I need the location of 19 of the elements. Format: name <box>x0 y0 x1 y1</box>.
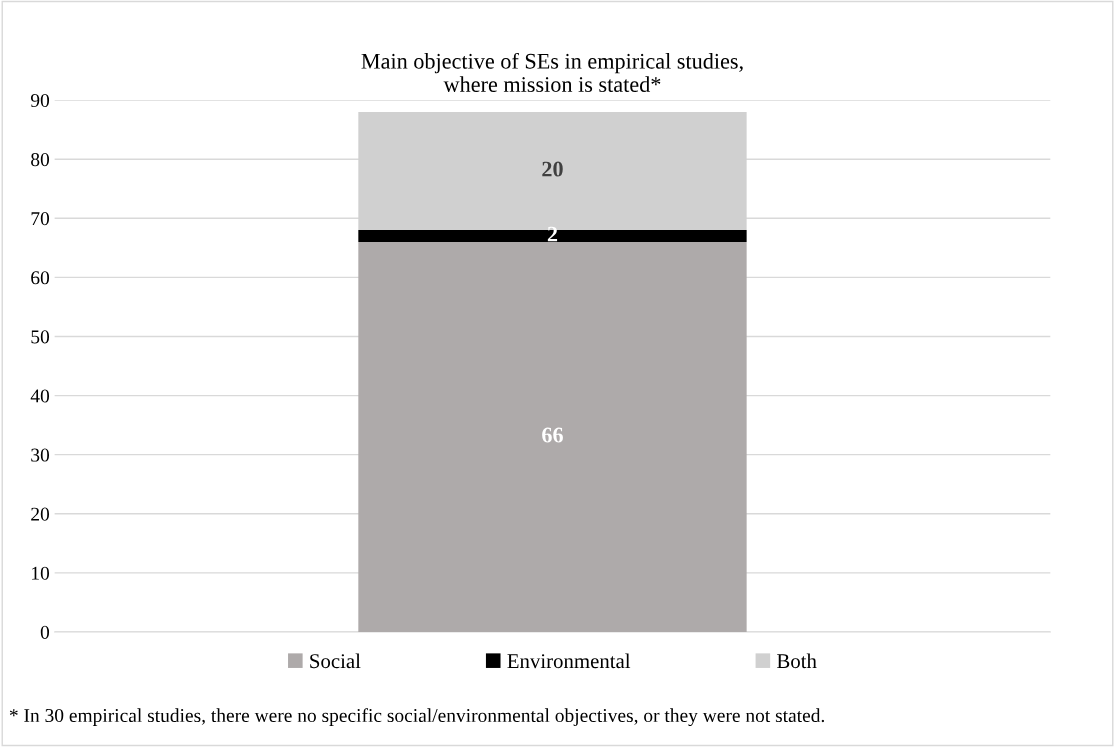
y-tick-label: 10 <box>32 566 50 580</box>
legend-label: Social <box>310 653 361 669</box>
y-tick-label: 60 <box>31 271 50 285</box>
y-tick-label: 70 <box>31 212 50 226</box>
y-tick-label: 0 <box>40 625 50 639</box>
y-tick-label: 80 <box>31 153 50 167</box>
data-label: 66 <box>542 427 563 443</box>
text: * In 30 empirical studies, there were no specific social/environmental objectives, or they were not stated. <box>9 708 825 727</box>
y-tick-label: 20 <box>31 507 50 521</box>
data-label: 2 <box>547 226 558 242</box>
y-tick-label: 90 <box>30 93 50 108</box>
y-tick-label: 50 <box>31 330 50 344</box>
y-tick-label: 30 <box>31 448 50 462</box>
legend-label: Both <box>777 653 817 669</box>
bar <box>358 241 747 632</box>
y-tick-label: 40 <box>30 389 50 403</box>
legend-label: Environmental <box>507 653 631 669</box>
chart-title: Main objective of SEs in empirical studies, where mission is stated* <box>361 52 743 92</box>
data-label: 20 <box>542 161 563 177</box>
